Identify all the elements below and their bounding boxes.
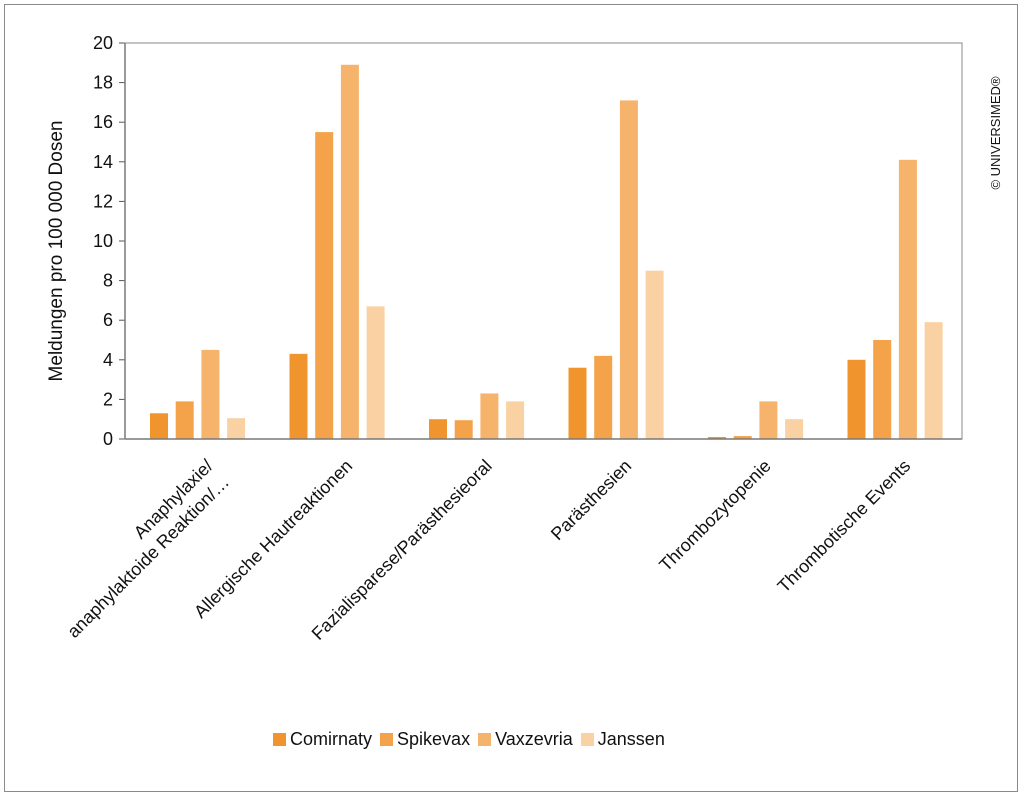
plot-border [124, 42, 963, 440]
bar-spikevax-2 [454, 420, 473, 439]
bar-spikevax-0 [175, 401, 194, 439]
bar-comirnaty-1 [289, 353, 308, 439]
x-category-label-line: Parästhesien [547, 456, 635, 544]
y-tick-label: 12 [93, 191, 113, 211]
bar-janssen-2 [506, 401, 525, 439]
y-axis: 0 2 4 6 8 10 12 14 16 18 20 [93, 33, 125, 449]
x-category-label: Thrombotische Events [774, 456, 915, 597]
y-tick-label: 20 [93, 33, 113, 53]
bar-vaxzevria-5 [898, 159, 917, 439]
bar-vaxzevria-3 [619, 100, 638, 440]
bar-spikevax-5 [873, 340, 892, 439]
legend-item-vaxzevria: Vaxzevria [478, 729, 573, 750]
bar-comirnaty-5 [847, 359, 866, 439]
y-tick-label: 2 [103, 389, 113, 409]
x-category-label-line: Thrombozytopenie [655, 456, 775, 576]
legend-label: Janssen [597, 728, 665, 749]
legend-label: Vaxzevria [495, 728, 573, 749]
legend-item-janssen: Janssen [580, 728, 665, 750]
x-category-label: Thrombozytopenie [655, 456, 775, 576]
legend-swatch [580, 732, 594, 746]
y-tick-label: 6 [103, 310, 113, 330]
x-category-label-line: Thrombotische Events [774, 456, 915, 597]
legend: Comirnaty Spikevax Vaxzevria Janssen [273, 726, 665, 752]
legend-swatch [478, 732, 492, 746]
bar-comirnaty-2 [429, 419, 447, 439]
legend-swatch [380, 732, 394, 746]
bar-vaxzevria-2 [480, 393, 499, 439]
x-category-label: Parästhesien [547, 456, 635, 544]
y-tick-label: 16 [93, 112, 113, 132]
bars-group [150, 64, 943, 440]
bar-spikevax-4 [733, 436, 752, 439]
bar-janssen-4 [785, 419, 804, 439]
legend-swatch [273, 732, 286, 746]
bar-comirnaty-3 [568, 367, 587, 439]
bar-vaxzevria-0 [201, 349, 220, 439]
y-tick-label: 0 [103, 429, 113, 449]
bar-janssen-1 [366, 306, 385, 439]
y-tick-label: 14 [93, 152, 113, 172]
copyright-text: © UNIVERSIMED® [988, 76, 1003, 189]
bar-janssen-3 [645, 270, 664, 439]
bar-spikevax-3 [594, 355, 613, 439]
x-axis-labels: Anaphylaxie/anaphylaktoide Reaktion/…All… [63, 456, 915, 644]
y-tick-label: 8 [103, 271, 113, 291]
bar-comirnaty-0 [150, 413, 168, 439]
y-tick-label: 18 [93, 73, 113, 93]
bar-comirnaty-4 [708, 437, 726, 439]
legend-item-spikevax: Spikevax [380, 729, 470, 750]
bar-janssen-5 [924, 322, 943, 439]
y-axis-title: Meldungen pro 100 000 Dosen [46, 121, 67, 382]
y-tick-label: 10 [93, 231, 113, 251]
bar-vaxzevria-4 [759, 401, 778, 439]
bar-spikevax-1 [315, 132, 334, 439]
bar-vaxzevria-1 [340, 64, 359, 439]
y-tick-label: 4 [103, 350, 113, 370]
legend-item-comirnaty: Comirnaty [273, 729, 372, 750]
bar-janssen-0 [227, 418, 246, 439]
legend-label: Comirnaty [290, 728, 373, 749]
legend-label: Spikevax [397, 728, 471, 749]
